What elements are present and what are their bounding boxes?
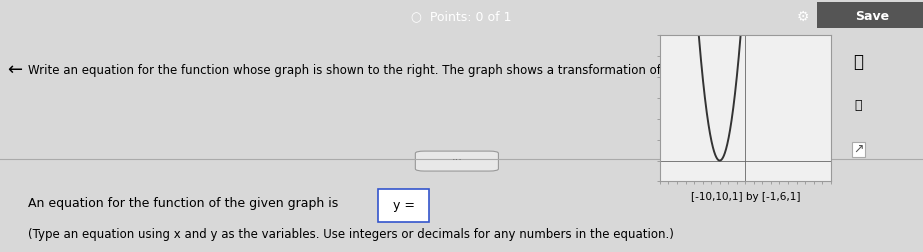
Text: Save: Save bbox=[856, 10, 889, 23]
Text: [-10,10,1] by [-1,6,1]: [-10,10,1] by [-1,6,1] bbox=[690, 192, 800, 202]
Text: ⚙: ⚙ bbox=[797, 10, 809, 24]
Text: ↗: ↗ bbox=[853, 143, 864, 156]
Text: 🔍: 🔍 bbox=[855, 99, 862, 112]
Text: Write an equation for the function whose graph is shown to the right. The graph : Write an equation for the function whose… bbox=[28, 64, 782, 77]
Text: y =: y = bbox=[393, 199, 414, 212]
FancyBboxPatch shape bbox=[817, 2, 923, 28]
Text: ···: ··· bbox=[451, 155, 462, 165]
FancyBboxPatch shape bbox=[415, 151, 498, 171]
Text: ←: ← bbox=[7, 61, 22, 79]
Text: An equation for the function of the given graph is: An equation for the function of the give… bbox=[28, 197, 342, 210]
FancyBboxPatch shape bbox=[378, 189, 429, 222]
Text: (Type an equation using x and y as the variables. Use integers or decimals for a: (Type an equation using x and y as the v… bbox=[28, 228, 674, 241]
Text: ○  Points: 0 of 1: ○ Points: 0 of 1 bbox=[412, 10, 511, 23]
Text: 🔍: 🔍 bbox=[854, 53, 863, 71]
